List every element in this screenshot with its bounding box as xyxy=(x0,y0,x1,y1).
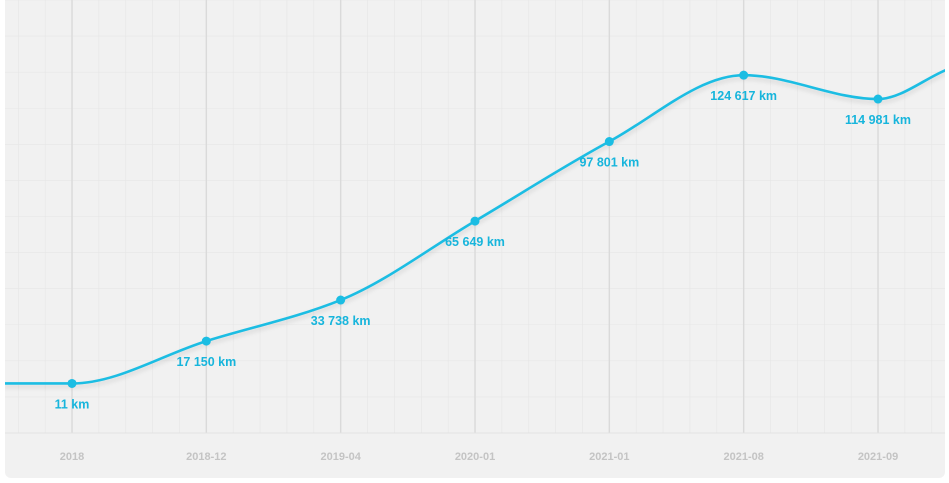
data-label: 97 801 km xyxy=(579,156,639,170)
data-point[interactable] xyxy=(67,378,77,388)
x-axis-ticks: 2018 2018-12 2019-04 2020-01 2021-01 2021-08 2… xyxy=(60,451,898,463)
x-tick-label: 2019-04 xyxy=(320,451,361,463)
data-point[interactable] xyxy=(201,336,211,346)
x-tick-label: 2018 xyxy=(60,451,84,463)
chart-container: 11 km 17 150 km 33 738 km 65 649 km 97 801 k… xyxy=(3,0,947,478)
x-tick-label: 2018-12 xyxy=(186,451,226,463)
data-point[interactable] xyxy=(336,295,346,305)
data-label: 124 617 km xyxy=(710,89,777,103)
data-label: 17 150 km xyxy=(176,355,236,369)
x-tick-label: 2021-08 xyxy=(723,451,763,463)
data-point[interactable] xyxy=(470,216,480,226)
grid xyxy=(5,0,945,434)
data-point[interactable] xyxy=(739,70,749,80)
data-label: 65 649 km xyxy=(445,235,505,249)
data-points-group xyxy=(67,70,883,388)
data-label: 11 km xyxy=(55,397,90,411)
mileage-line-chart: 11 km 17 150 km 33 738 km 65 649 km 97 801 k… xyxy=(3,0,947,463)
data-point[interactable] xyxy=(604,137,614,147)
x-tick-label: 2021-09 xyxy=(858,451,898,463)
x-tick-label: 2021-01 xyxy=(589,451,629,463)
data-labels-group: 11 km 17 150 km 33 738 km 65 649 km 97 801 k… xyxy=(55,89,911,411)
data-point[interactable] xyxy=(873,94,883,104)
x-tick-label: 2020-01 xyxy=(455,451,495,463)
data-label: 114 981 km xyxy=(845,113,911,127)
data-label: 33 738 km xyxy=(311,314,371,328)
